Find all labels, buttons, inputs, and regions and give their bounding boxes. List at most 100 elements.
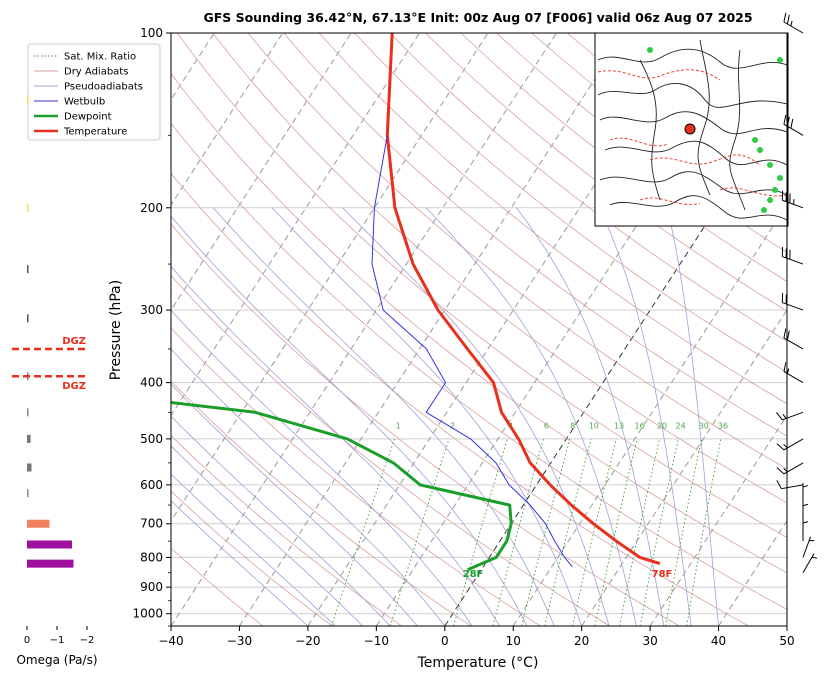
x-tick-label: −30 bbox=[227, 634, 252, 648]
omega-bar bbox=[27, 203, 29, 212]
mixing-ratio-label: 30 bbox=[699, 422, 709, 431]
mixing-ratio-line bbox=[665, 438, 703, 626]
omega-bar bbox=[27, 265, 29, 274]
plot-frame bbox=[170, 32, 788, 627]
isotherm-line bbox=[0, 33, 9, 626]
omega-bar bbox=[27, 95, 29, 104]
mixing-ratio-label: 8 bbox=[570, 422, 575, 431]
map-contour bbox=[597, 83, 787, 108]
wind-barb bbox=[802, 483, 809, 506]
isotherm-line bbox=[307, 33, 694, 626]
omega-bar bbox=[27, 540, 72, 549]
pseudoadiabat bbox=[171, 383, 418, 626]
dry-adiabat bbox=[460, 33, 787, 282]
wind-barb bbox=[783, 12, 804, 34]
omega-tick-label: 0 bbox=[24, 635, 30, 646]
isotherm-line bbox=[171, 33, 557, 626]
y-tick-label: 800 bbox=[140, 550, 163, 564]
y-tick-label: 400 bbox=[140, 376, 163, 390]
wind-barb bbox=[776, 438, 804, 451]
dry-adiabat bbox=[283, 33, 787, 437]
omega-bar bbox=[27, 434, 31, 443]
map-precip-dot bbox=[757, 147, 763, 153]
omega-bar bbox=[27, 489, 29, 498]
dry-adiabat bbox=[425, 33, 787, 312]
mixing-ratio-line bbox=[521, 438, 571, 626]
grid-lines bbox=[171, 33, 787, 615]
y-axis: 100 200 300 400 500 600 700 800 900 1000 bbox=[132, 26, 171, 627]
dgz-label: DGZ bbox=[62, 381, 86, 392]
map-height-contour bbox=[597, 69, 721, 81]
omega-bar bbox=[27, 519, 50, 528]
dry-adiabat bbox=[318, 33, 787, 405]
map-precip-dot bbox=[772, 187, 778, 193]
dry-adiabat bbox=[171, 122, 787, 610]
mixing-ratio-label: 10 bbox=[589, 422, 599, 431]
omega-tick-label: −2 bbox=[80, 635, 95, 646]
x-tick-label: 0 bbox=[441, 634, 449, 648]
pseudoadiabat bbox=[171, 309, 473, 626]
map-precip-dot bbox=[777, 57, 783, 63]
y-tick-label: 100 bbox=[140, 26, 163, 40]
legend-label: Dry Adiabats bbox=[64, 67, 128, 78]
omega-bar bbox=[27, 559, 74, 568]
wind-barb bbox=[802, 501, 809, 524]
x-tick-label: 30 bbox=[642, 634, 657, 648]
dry-adiabat bbox=[171, 327, 541, 626]
map-height-contour bbox=[609, 137, 669, 147]
wind-barb bbox=[776, 462, 804, 475]
y-tick-label: 300 bbox=[140, 303, 163, 317]
dgz-label: DGZ bbox=[62, 336, 86, 347]
map-precip-dot bbox=[767, 162, 773, 168]
y-tick-label: 600 bbox=[140, 478, 163, 492]
x-axis: −40 −30 −20 −10 0 10 20 30 40 50 bbox=[158, 626, 795, 648]
wind-barb bbox=[783, 114, 804, 136]
mixing-ratio-line bbox=[572, 438, 617, 626]
mixing-ratio-line bbox=[594, 438, 638, 626]
wind-barb bbox=[776, 411, 804, 421]
legend-label: Wetbulb bbox=[64, 97, 105, 108]
mixing-ratio-label: 24 bbox=[676, 422, 686, 431]
pseudoadiabat bbox=[171, 348, 446, 626]
dry-adiabat bbox=[171, 490, 333, 626]
map-contour bbox=[729, 49, 746, 211]
mixing-ratio-label: 2 bbox=[450, 422, 455, 431]
map-contour bbox=[609, 195, 787, 221]
mixing-ratio-label: 36 bbox=[718, 422, 728, 431]
omega-bar bbox=[27, 463, 32, 472]
dry-adiabat bbox=[171, 547, 264, 626]
pseudoadiabat bbox=[171, 473, 336, 626]
map-contour bbox=[597, 48, 787, 69]
map-contour bbox=[599, 171, 787, 196]
dry-adiabat bbox=[176, 33, 787, 538]
x-axis-label: Temperature (°C) bbox=[417, 655, 539, 671]
pseudoadiabat bbox=[271, 207, 583, 626]
dgz-markers: DGZ DGZ bbox=[12, 336, 86, 392]
legend-label: Sat. Mix. Ratio bbox=[64, 52, 136, 63]
map-height-contour bbox=[649, 154, 761, 166]
chart-title: GFS Sounding 36.42°N, 67.13°E Init: 00z … bbox=[203, 10, 752, 25]
wind-barb bbox=[802, 553, 818, 573]
isotherm-line bbox=[171, 33, 489, 522]
pseudoadiabat bbox=[425, 207, 637, 626]
series-wetbulb-line bbox=[371, 135, 573, 568]
wind-barb bbox=[781, 293, 804, 311]
pseudoadiabat bbox=[171, 265, 500, 626]
map-contour bbox=[697, 39, 711, 196]
x-tick-label: −10 bbox=[364, 634, 389, 648]
pseudoadiabat bbox=[171, 445, 363, 626]
wind-barb bbox=[781, 190, 804, 209]
map-precip-dot bbox=[777, 175, 783, 181]
pseudoadiabat bbox=[171, 415, 391, 626]
map-precip-dot bbox=[647, 47, 653, 53]
surface-dewpoint-label: 28F bbox=[463, 569, 484, 580]
y-tick-label: 700 bbox=[140, 517, 163, 531]
dry-adiabat bbox=[171, 72, 787, 574]
wind-barb bbox=[783, 328, 804, 350]
map-precip-dot bbox=[752, 137, 758, 143]
x-tick-label: −40 bbox=[158, 634, 183, 648]
isotherm-line bbox=[581, 309, 787, 626]
site-marker bbox=[684, 123, 696, 135]
wind-barb bbox=[802, 536, 815, 558]
pseudoadiabat bbox=[342, 207, 610, 626]
